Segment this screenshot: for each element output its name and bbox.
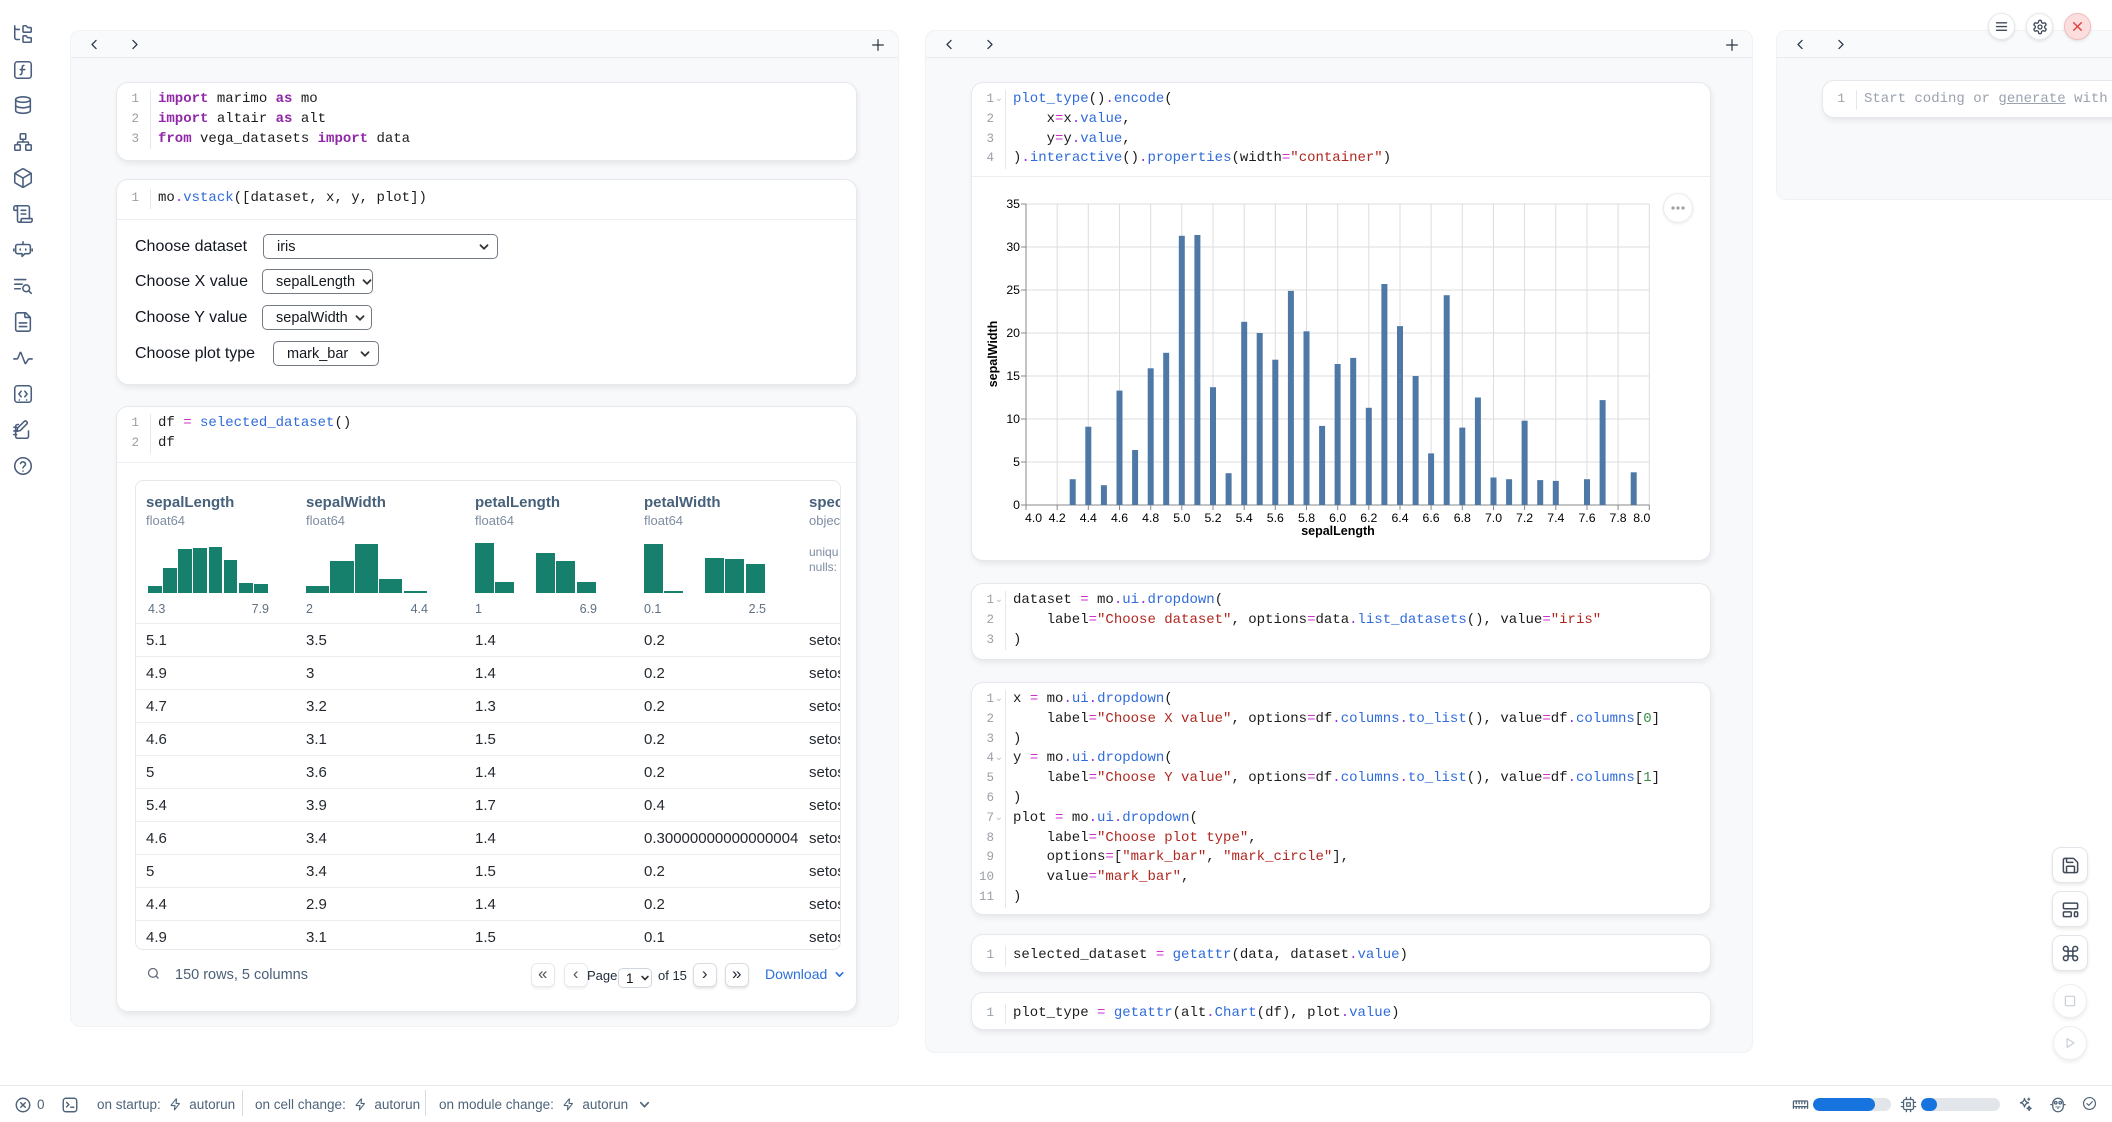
svg-text:4.2: 4.2 — [1049, 511, 1066, 525]
svg-text:6.6: 6.6 — [1423, 511, 1440, 525]
svg-text:6.8: 6.8 — [1454, 511, 1471, 525]
svg-text:20: 20 — [1006, 326, 1020, 340]
svg-text:7.4: 7.4 — [1547, 511, 1564, 525]
svg-text:35: 35 — [1006, 197, 1020, 211]
svg-text:7.8: 7.8 — [1610, 511, 1627, 525]
svg-text:25: 25 — [1006, 283, 1020, 297]
svg-text:8.0: 8.0 — [1633, 511, 1650, 525]
svg-text:5.8: 5.8 — [1298, 511, 1315, 525]
svg-text:7.6: 7.6 — [1578, 511, 1595, 525]
svg-text:30: 30 — [1006, 240, 1020, 254]
svg-text:5.0: 5.0 — [1173, 511, 1190, 525]
svg-text:7.0: 7.0 — [1485, 511, 1502, 525]
svg-text:5.6: 5.6 — [1267, 511, 1284, 525]
svg-text:10: 10 — [1006, 412, 1020, 426]
svg-text:6.2: 6.2 — [1360, 511, 1377, 525]
svg-text:4.0: 4.0 — [1025, 511, 1042, 525]
svg-text:sepalLength: sepalLength — [1301, 524, 1375, 538]
svg-text:6.4: 6.4 — [1391, 511, 1408, 525]
svg-text:15: 15 — [1006, 369, 1020, 383]
svg-text:6.0: 6.0 — [1329, 511, 1346, 525]
svg-text:5: 5 — [1013, 455, 1020, 469]
svg-text:sepalWidth: sepalWidth — [986, 321, 1000, 388]
svg-text:4.8: 4.8 — [1142, 511, 1159, 525]
svg-text:4.4: 4.4 — [1080, 511, 1097, 525]
svg-text:7.2: 7.2 — [1516, 511, 1533, 525]
svg-text:4.6: 4.6 — [1111, 511, 1128, 525]
svg-text:5.2: 5.2 — [1204, 511, 1221, 525]
svg-text:0: 0 — [1013, 498, 1020, 512]
svg-text:5.4: 5.4 — [1236, 511, 1253, 525]
